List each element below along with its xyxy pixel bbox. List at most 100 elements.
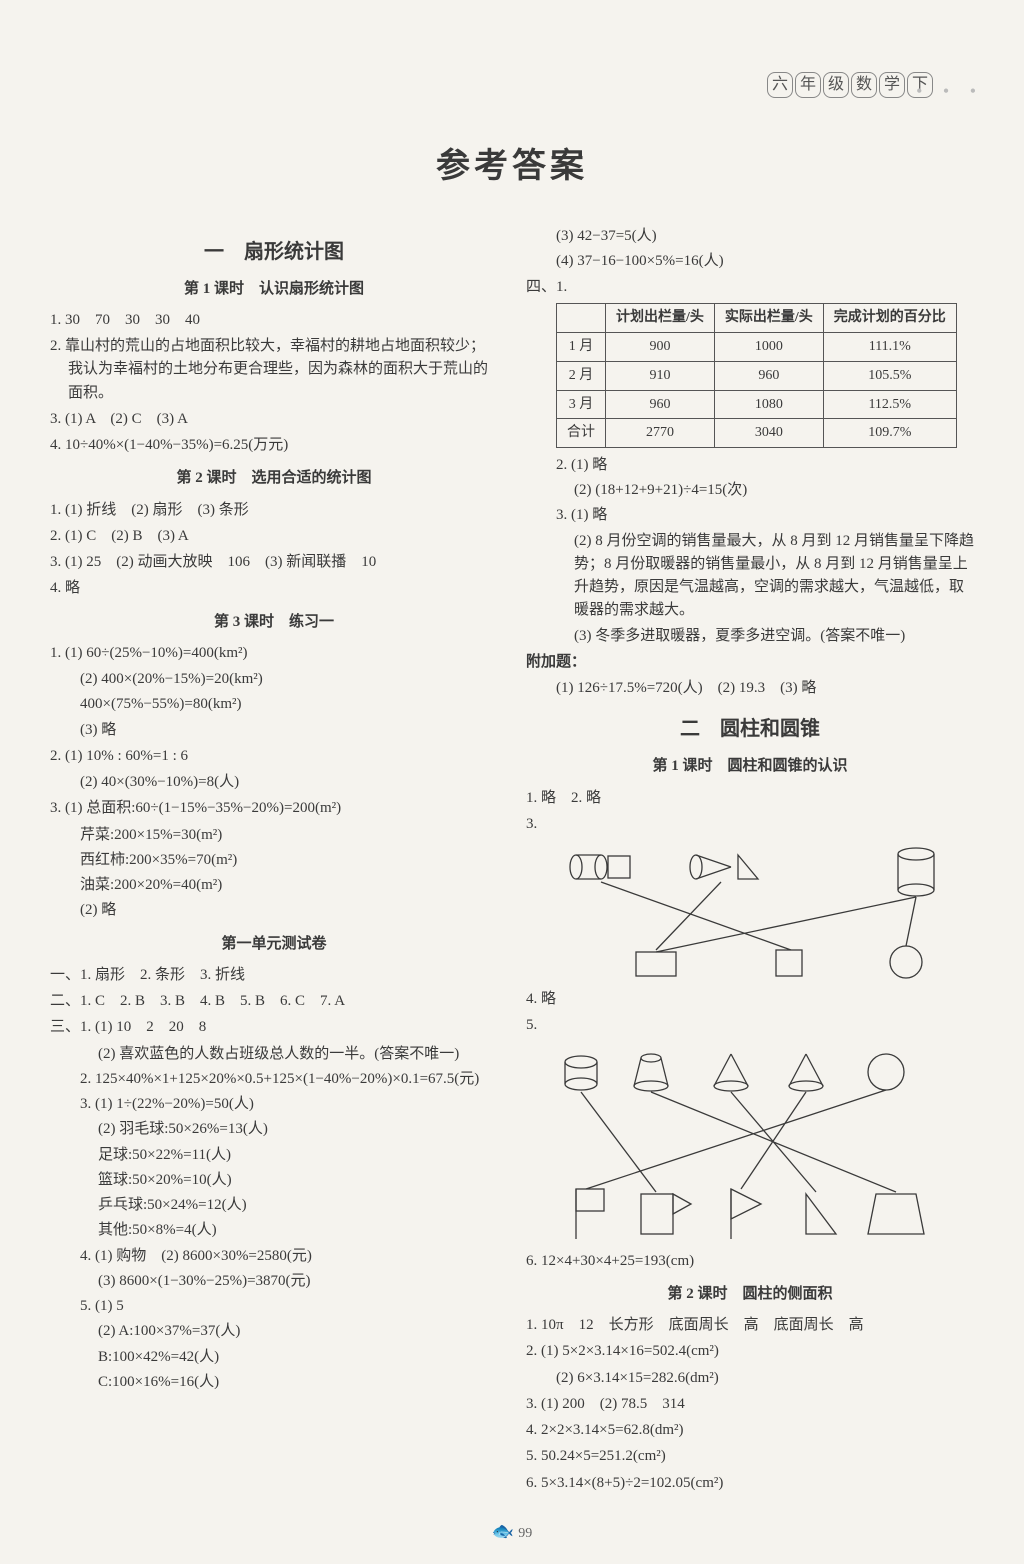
right-column: (3) 42−37=5(人) (4) 37−16−100×5%=16(人) 四、… [526,223,974,1498]
fish-icon: 🐟 [492,1521,514,1541]
answer-line: 4. 略 [50,577,498,600]
answer-line: 足球:50×22%=11(人) [98,1144,498,1167]
answer-line: (2) 6×3.14×15=282.6(dm²) [556,1367,974,1390]
answer-line: 5. (1) 5 [80,1295,498,1318]
answer-line: 3. [526,813,974,836]
table-cell: 1000 [714,333,823,362]
answer-line: 篮球:50×20%=10(人) [98,1169,498,1192]
answer-line: 二、1. C 2. B 3. B 4. B 5. B 6. C 7. A [50,990,498,1013]
answer-line: 一、1. 扇形 2. 条形 3. 折线 [50,964,498,987]
section-heading: 一 扇形统计图 [50,237,498,268]
plan-completion-table: 计划出栏量/头 实际出栏量/头 完成计划的百分比 1 月 900 1000 11… [556,303,957,447]
answer-line: (2) 羽毛球:50×26%=13(人) [98,1118,498,1141]
decorative-dots: • • • [916,78,984,106]
table-header: 完成计划的百分比 [823,304,956,333]
page-number: 🐟 99 [0,1518,1024,1546]
grade-badge: 六年级数学下 [766,70,934,98]
badge-char: 级 [823,72,849,98]
answer-line: 油菜:200×20%=40(m²) [80,874,498,897]
table-cell: 910 [606,361,715,390]
lesson-heading: 第 2 课时 选用合适的统计图 [50,467,498,490]
answer-line: 2. (1) 略 [556,454,974,477]
table-cell: 109.7% [823,419,956,448]
extra-heading: 附加题： [526,651,974,674]
answer-line: (4) 37−16−100×5%=16(人) [556,250,974,273]
answer-line: 3. (1) 1÷(22%−20%)=50(人) [80,1093,498,1116]
page-title: 参考答案 [50,140,974,193]
answer-line: 3. (1) 略 [556,504,974,527]
badge-char: 六 [767,72,793,98]
left-column: 一 扇形统计图 第 1 课时 认识扇形统计图 1. 30 70 30 30 40… [50,223,498,1498]
table-header [557,304,606,333]
table-cell: 960 [714,361,823,390]
answer-line: 4. (1) 购物 (2) 8600×30%=2580(元) [80,1245,498,1268]
answer-line: (2) 8 月份空调的销售量最大，从 8 月到 12 月销售量呈下降趋势；8 月… [574,530,974,623]
answer-line: 芹菜:200×15%=30(m²) [80,824,498,847]
lesson-heading: 第 2 课时 圆柱的侧面积 [526,1283,974,1306]
answer-line: (3) 42−37=5(人) [556,225,974,248]
answer-line: C:100×16%=16(人) [98,1371,498,1394]
answer-line: 6. 12×4+30×4+25=193(cm) [526,1250,974,1273]
answer-line: 2. 靠山村的荒山的占地面积比较大，幸福村的耕地占地面积较少；我认为幸福村的土地… [50,335,498,405]
answer-line: 400×(75%−55%)=80(km²) [80,693,498,716]
answer-line: 1. 30 70 30 30 40 [50,309,498,332]
table-cell: 3 月 [557,390,606,419]
lesson-heading: 第 1 课时 圆柱和圆锥的认识 [526,755,974,778]
answer-line: 6. 5×3.14×(8+5)÷2=102.05(cm²) [526,1472,974,1495]
table-cell: 3040 [714,419,823,448]
answer-line: (2) 400×(20%−15%)=20(km²) [80,668,498,691]
answer-line: 2. (1) 10% : 60%=1 : 6 [50,745,498,768]
lesson-heading: 第一单元测试卷 [50,933,498,956]
section-heading: 二 圆柱和圆锥 [526,714,974,745]
table-cell: 1 月 [557,333,606,362]
page-number-value: 99 [518,1526,532,1541]
table-cell: 111.1% [823,333,956,362]
table-header: 实际出栏量/头 [714,304,823,333]
table-header: 计划出栏量/头 [606,304,715,333]
table-cell: 2 月 [557,361,606,390]
table-cell: 900 [606,333,715,362]
answer-line: 乒乓球:50×24%=12(人) [98,1194,498,1217]
table-row: 3 月 960 1080 112.5% [557,390,957,419]
answer-line: (3) 8600×(1−30%−25%)=3870(元) [98,1270,498,1293]
table-cell: 105.5% [823,361,956,390]
answer-line: 5. 50.24×5=251.2(cm²) [526,1445,974,1468]
lesson-heading: 第 3 课时 练习一 [50,611,498,634]
answer-line: 2. (1) 5×2×3.14×16=502.4(cm²) [526,1340,974,1363]
answer-line: 3. (1) 200 (2) 78.5 314 [526,1393,974,1416]
answer-line: (2) 略 [80,899,498,922]
answer-line: 四、1. [526,276,974,299]
answer-line: 三、1. (1) 10 2 20 8 [50,1016,498,1039]
answer-line: B:100×42%=42(人) [98,1346,498,1369]
matching-diagram-3 [546,842,974,982]
lesson-heading: 第 1 课时 认识扇形统计图 [50,278,498,301]
table-cell: 960 [606,390,715,419]
answer-line: (3) 略 [80,719,498,742]
answer-line: (3) 冬季多进取暖器，夏季多进空调。(答案不唯一) [574,625,974,648]
matching-diagram-5 [546,1044,974,1244]
answer-line: 2. (1) C (2) B (3) A [50,525,498,548]
table-row: 合计 2770 3040 109.7% [557,419,957,448]
answer-line: 1. (1) 60÷(25%−10%)=400(km²) [50,642,498,665]
table-cell: 合计 [557,419,606,448]
answer-line: (2) A:100×37%=37(人) [98,1320,498,1343]
answer-line: (1) 126÷17.5%=720(人) (2) 19.3 (3) 略 [556,677,974,700]
table-cell: 2770 [606,419,715,448]
answer-line: (2) 喜欢蓝色的人数占班级总人数的一半。(答案不唯一) [98,1043,498,1066]
answer-line: 其他:50×8%=4(人) [98,1219,498,1242]
answer-line: 4. 略 [526,988,974,1011]
answer-line: 4. 10÷40%×(1−40%−35%)=6.25(万元) [50,434,498,457]
answer-line: 1. (1) 折线 (2) 扇形 (3) 条形 [50,499,498,522]
answer-line: 1. 10π 12 长方形 底面周长 高 底面周长 高 [526,1314,974,1337]
answer-line: (2) (18+12+9+21)÷4=15(次) [574,479,974,502]
answer-line: 4. 2×2×3.14×5=62.8(dm²) [526,1419,974,1442]
answer-line: 3. (1) 25 (2) 动画大放映 106 (3) 新闻联播 10 [50,551,498,574]
badge-char: 年 [795,72,821,98]
content-columns: 一 扇形统计图 第 1 课时 认识扇形统计图 1. 30 70 30 30 40… [50,223,974,1498]
answer-line: 1. 略 2. 略 [526,787,974,810]
answer-line: 西红柿:200×35%=70(m²) [80,849,498,872]
label: 四、1. [526,279,567,295]
table-row: 1 月 900 1000 111.1% [557,333,957,362]
table-row: 2 月 910 960 105.5% [557,361,957,390]
badge-char: 学 [879,72,905,98]
